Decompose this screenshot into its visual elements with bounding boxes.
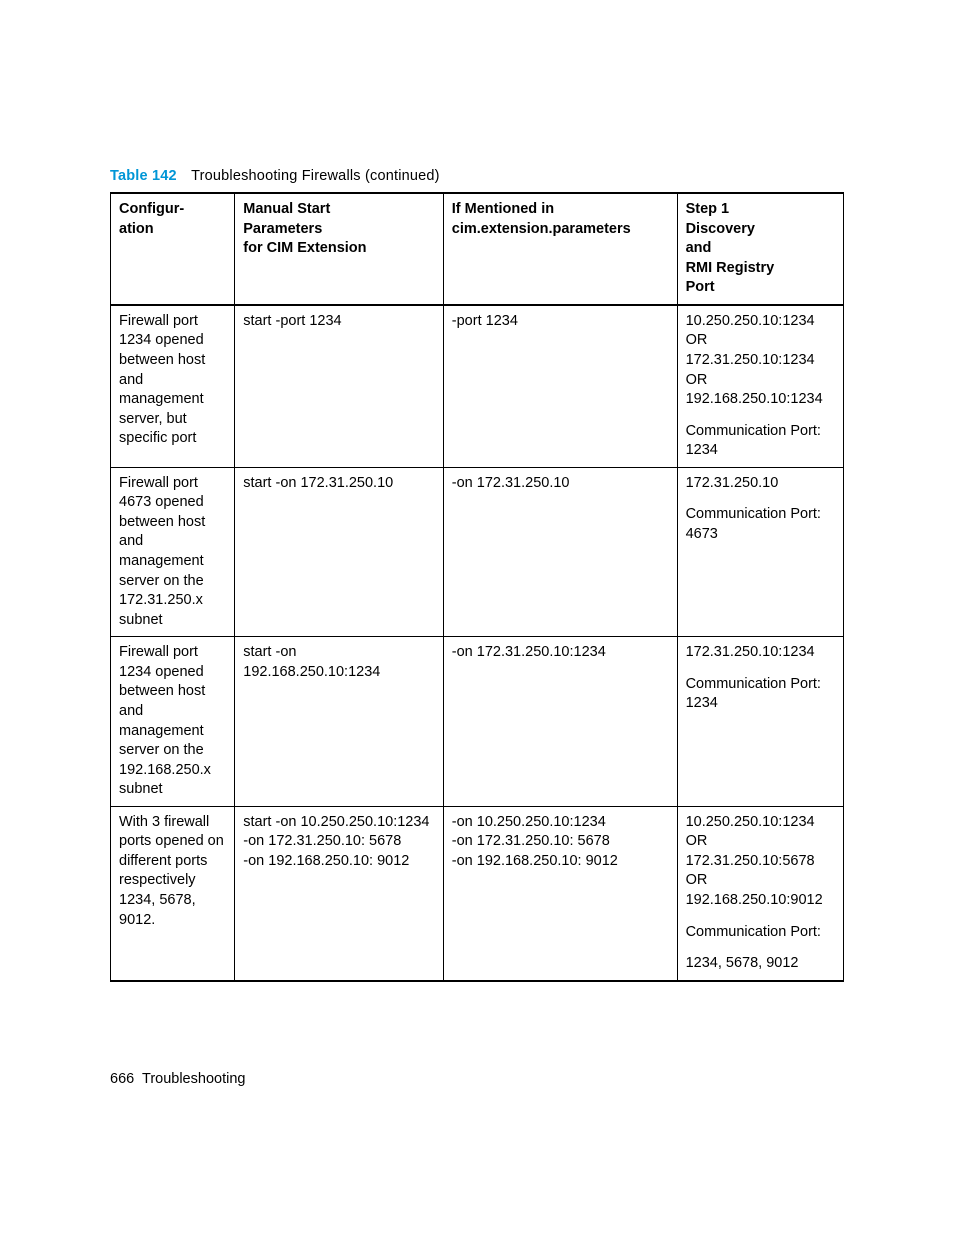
col-mentioned: If Mentioned incim.extension.parameters (443, 193, 677, 305)
table-row: Firewall port 4673 opened between host a… (111, 467, 844, 637)
cell-step1: 172.31.250.10 Communication Port: 4673 (677, 467, 843, 637)
step1-paragraph: 172.31.250.10 (686, 474, 835, 494)
cell-config: With 3 firewall ports opened on differen… (111, 806, 235, 980)
cell-config: Firewall port 1234 opened between host a… (111, 637, 235, 807)
cell-config: Firewall port 1234 opened between host a… (111, 305, 235, 467)
caption-text: Troubleshooting Firewalls (continued) (191, 168, 440, 184)
cell-mentioned: -on 172.31.250.10 (443, 467, 677, 637)
step1-paragraph: Communication Port: (686, 923, 835, 943)
cell-manual: start -port 1234 (235, 305, 444, 467)
page-number: 666 (110, 1071, 134, 1087)
step1-paragraph: 10.250.250.10:1234 OR 172.31.250.10:5678… (686, 813, 835, 911)
cell-mentioned: -port 1234 (443, 305, 677, 467)
col-manual: Manual StartParametersfor CIM Extension (235, 193, 444, 305)
step1-paragraph: 172.31.250.10:1234 (686, 643, 835, 663)
table-row: Firewall port 1234 opened between host a… (111, 305, 844, 467)
caption-label: Table 142 (110, 168, 177, 184)
table-row: Firewall port 1234 opened between host a… (111, 637, 844, 807)
col-step1: Step 1DiscoveryandRMI RegistryPort (677, 193, 843, 305)
cell-step1: 10.250.250.10:1234 OR 172.31.250.10:1234… (677, 305, 843, 467)
table-header-row: Configur-ation Manual StartParametersfor… (111, 193, 844, 305)
table-caption: Table 142 Troubleshooting Firewalls (con… (110, 168, 844, 184)
cell-manual: start -on 192.168.250.10:1234 (235, 637, 444, 807)
step1-paragraph: 1234, 5678, 9012 (686, 954, 835, 974)
cell-mentioned: -on 172.31.250.10:1234 (443, 637, 677, 807)
cell-step1: 172.31.250.10:1234 Communication Port: 12… (677, 637, 843, 807)
cell-manual: start -on 10.250.250.10:1234-on 172.31.2… (235, 806, 444, 980)
table-body: Firewall port 1234 opened between host a… (111, 305, 844, 981)
cell-mentioned: -on 10.250.250.10:1234-on 172.31.250.10:… (443, 806, 677, 980)
step1-paragraph: 10.250.250.10:1234 OR 172.31.250.10:1234… (686, 312, 835, 410)
col-config: Configur-ation (111, 193, 235, 305)
step1-paragraph: Communication Port: 1234 (686, 422, 835, 461)
firewall-table: Configur-ation Manual StartParametersfor… (110, 192, 844, 982)
table-row: With 3 firewall ports opened on differen… (111, 806, 844, 980)
cell-manual: start -on 172.31.250.10 (235, 467, 444, 637)
page-footer: 666 Troubleshooting (110, 1071, 245, 1087)
cell-config: Firewall port 4673 opened between host a… (111, 467, 235, 637)
step1-paragraph: Communication Port: 4673 (686, 505, 835, 544)
cell-step1: 10.250.250.10:1234 OR 172.31.250.10:5678… (677, 806, 843, 980)
footer-section: Troubleshooting (142, 1071, 245, 1087)
step1-paragraph: Communication Port: 1234 (686, 675, 835, 714)
